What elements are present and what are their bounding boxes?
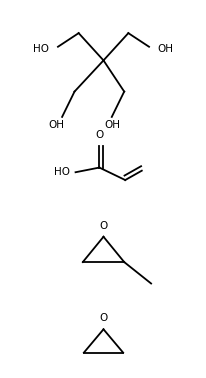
- Text: OH: OH: [104, 120, 120, 130]
- Text: OH: OH: [48, 120, 64, 130]
- Text: O: O: [99, 313, 107, 323]
- Text: OH: OH: [157, 44, 173, 54]
- Text: O: O: [99, 221, 107, 231]
- Text: HO: HO: [54, 167, 70, 177]
- Text: O: O: [95, 130, 103, 140]
- Text: HO: HO: [33, 44, 49, 54]
